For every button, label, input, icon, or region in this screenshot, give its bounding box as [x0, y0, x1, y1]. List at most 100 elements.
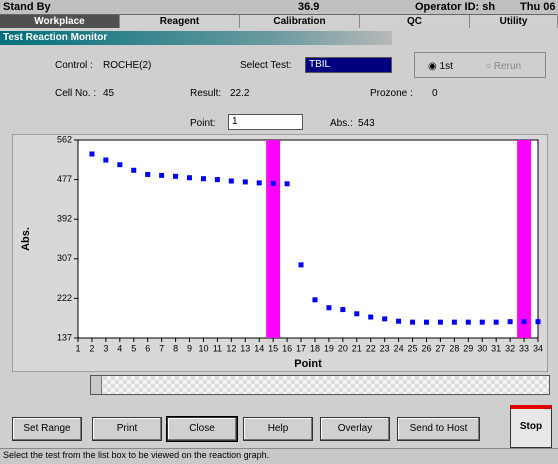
- point: [117, 162, 123, 168]
- abs-label: Abs.:: [330, 118, 353, 129]
- tab[interactable]: Reagent: [120, 15, 240, 28]
- point: [200, 176, 206, 182]
- point: [423, 319, 429, 325]
- x-tick-label: 5: [131, 343, 136, 353]
- x-tick-label: 16: [282, 343, 292, 353]
- temperature: 36.9: [298, 1, 320, 13]
- point: [298, 262, 304, 268]
- x-tick-label: 33: [519, 343, 529, 353]
- point: [256, 180, 262, 186]
- x-tick-label: 2: [89, 343, 94, 353]
- tab[interactable]: Utility: [470, 15, 558, 28]
- x-tick-label: 15: [268, 343, 278, 353]
- operator: Operator ID: sh: [415, 1, 496, 13]
- x-tick-label: 24: [394, 343, 404, 353]
- scrollbar[interactable]: [90, 375, 550, 395]
- x-tick-label: 21: [352, 343, 362, 353]
- control-value: ROCHE(2): [103, 60, 152, 71]
- button[interactable]: Close: [166, 416, 238, 442]
- control-label: Control :: [55, 60, 93, 71]
- x-tick-label: 1: [75, 343, 80, 353]
- x-tick-label: 18: [310, 343, 320, 353]
- x-tick-label: 6: [145, 343, 150, 353]
- highlight-band: [266, 140, 281, 338]
- x-tick-label: 28: [449, 343, 459, 353]
- point: [493, 319, 499, 325]
- x-axis-label: Point: [294, 358, 322, 370]
- x-tick-label: 9: [187, 343, 192, 353]
- point: [396, 318, 402, 324]
- radio-label: Rerun: [493, 61, 522, 72]
- button[interactable]: Set Range: [12, 417, 82, 441]
- point: [382, 316, 388, 322]
- x-tick-label: 10: [198, 343, 208, 353]
- x-tick-label: 20: [338, 343, 348, 353]
- point: [326, 305, 332, 311]
- button[interactable]: Send to Host: [397, 417, 480, 441]
- scroll-thumb[interactable]: [91, 376, 102, 394]
- highlight-band: [517, 140, 532, 338]
- point: [145, 171, 151, 177]
- stop-button[interactable]: [510, 405, 552, 448]
- y-tick-label: 222: [57, 293, 72, 303]
- select-test[interactable]: TBIL: [305, 57, 392, 73]
- tab[interactable]: Calibration: [240, 15, 360, 28]
- point: [521, 319, 527, 325]
- point-select[interactable]: 1: [228, 114, 303, 130]
- point: [284, 181, 290, 187]
- point: [131, 167, 137, 173]
- stop-label: Stop: [519, 421, 543, 432]
- x-tick-label: 31: [491, 343, 501, 353]
- radio-label: 1st: [439, 61, 453, 72]
- point-label: Point:: [190, 118, 216, 129]
- y-axis-label: Abs.: [20, 227, 32, 251]
- x-tick-label: 19: [324, 343, 334, 353]
- point: [103, 157, 109, 163]
- point: [368, 314, 374, 320]
- window-title: Test Reaction Monitor: [3, 32, 108, 43]
- point: [354, 311, 360, 317]
- x-tick-label: 14: [254, 343, 264, 353]
- x-tick-label: 23: [380, 343, 390, 353]
- point: [159, 172, 165, 178]
- x-tick-label: 12: [226, 343, 236, 353]
- point: [89, 151, 95, 157]
- x-tick-label: 32: [505, 343, 515, 353]
- button[interactable]: Print: [92, 417, 162, 441]
- x-tick-label: 13: [240, 343, 250, 353]
- radio-1st[interactable]: ◉ 1st: [428, 61, 453, 72]
- x-tick-label: 22: [366, 343, 376, 353]
- select-test-label: Select Test:: [240, 60, 292, 71]
- x-tick-label: 11: [213, 343, 222, 353]
- radio-rerun[interactable]: ○ Rerun: [485, 61, 522, 72]
- date: Thu 06: [520, 1, 556, 13]
- x-tick-label: 3: [103, 343, 108, 353]
- prozone-label: Prozone :: [370, 88, 413, 99]
- x-tick-label: 26: [421, 343, 431, 353]
- status-bar: [0, 0, 558, 15]
- button[interactable]: Help: [243, 417, 313, 441]
- plot-area: [77, 139, 539, 339]
- window-title-bar: [0, 31, 392, 45]
- result-label: Result:: [190, 88, 222, 99]
- cell-label: Cell No. :: [55, 88, 97, 99]
- point: [270, 180, 276, 186]
- point: [535, 319, 541, 325]
- x-tick-label: 29: [463, 343, 473, 353]
- y-tick-label: 307: [57, 253, 72, 263]
- point: [242, 179, 248, 185]
- y-tick-label: 137: [57, 332, 72, 342]
- x-tick-label: 8: [173, 343, 178, 353]
- y-tick-label: 477: [57, 174, 72, 184]
- x-tick-label: 25: [408, 343, 418, 353]
- x-tick-label: 34: [533, 343, 543, 353]
- tab[interactable]: Workplace: [0, 15, 120, 28]
- x-tick-label: 27: [435, 343, 445, 353]
- button[interactable]: Overlay: [320, 417, 390, 441]
- y-tick-label: 392: [57, 214, 72, 224]
- x-tick-label: 17: [296, 343, 306, 353]
- point: [173, 173, 179, 179]
- tab[interactable]: QC: [360, 15, 470, 28]
